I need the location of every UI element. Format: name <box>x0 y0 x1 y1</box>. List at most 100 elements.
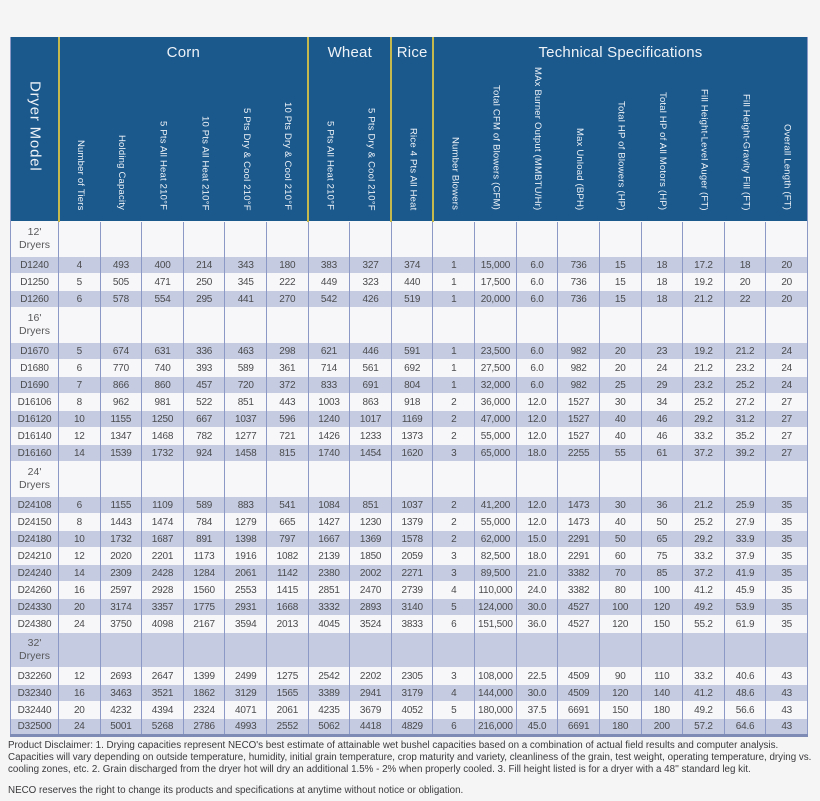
value-cell: 24 <box>765 342 808 360</box>
value-cell: 30.0 <box>515 598 558 616</box>
value-cell: 1169 <box>390 410 433 428</box>
value-cell: 35 <box>765 513 808 531</box>
value-cell: 55.2 <box>682 615 725 633</box>
value-cell: 2647 <box>141 667 184 685</box>
empty-cell <box>182 307 225 343</box>
value-cell: 33.2 <box>682 667 725 685</box>
empty-cell <box>557 221 600 257</box>
value-cell: 29.2 <box>682 410 725 428</box>
value-cell: 554 <box>141 290 184 308</box>
product-disclaimer: Product Disclaimer: 1. Drying capacities… <box>8 740 812 776</box>
empty-cell <box>307 632 350 668</box>
model-cell: D1260 <box>10 290 59 308</box>
value-cell: 12 <box>58 427 101 445</box>
value-cell: 20 <box>765 273 808 291</box>
value-cell: 53.9 <box>723 598 766 616</box>
value-cell: 6.0 <box>515 342 558 360</box>
value-cell: 3179 <box>390 684 433 702</box>
value-cell: 2255 <box>557 444 600 462</box>
value-cell: 6 <box>432 615 475 633</box>
empty-cell <box>224 221 267 257</box>
empty-cell <box>723 461 766 497</box>
value-cell: 1415 <box>266 581 309 599</box>
value-cell: 200 <box>640 718 683 736</box>
value-cell: 61 <box>640 444 683 462</box>
value-cell: 4 <box>58 256 101 274</box>
value-cell: 2693 <box>99 667 142 685</box>
value-cell: 27.9 <box>723 513 766 531</box>
empty-cell <box>598 221 642 257</box>
section-header-row: 32' Dryers <box>10 632 808 668</box>
column-header-label: Max Unload (BPH) <box>573 127 585 211</box>
value-cell: 17,500 <box>474 273 517 291</box>
value-cell: 90 <box>598 667 642 685</box>
value-cell: 2893 <box>349 598 392 616</box>
value-cell: 1017 <box>349 410 392 428</box>
value-cell: 140 <box>640 684 683 702</box>
value-cell: 20 <box>765 256 808 274</box>
value-cell: 1560 <box>182 581 225 599</box>
value-cell: 35 <box>765 547 808 565</box>
model-cell: D16140 <box>10 427 59 445</box>
value-cell: 35 <box>765 496 808 514</box>
column-header-label: Total HP of All Motors (HP) <box>657 92 669 211</box>
value-cell: 3382 <box>557 581 600 599</box>
value-cell: 12 <box>58 547 101 565</box>
table-row: D32500 24 5001 5268 2786 4993 2552 5062 4418 4829… <box>10 718 808 736</box>
value-cell: 56.6 <box>723 701 766 719</box>
value-cell: 621 <box>307 342 350 360</box>
value-cell: 2201 <box>141 547 184 565</box>
value-cell: 3 <box>432 547 475 565</box>
model-cell: D1240 <box>10 256 59 274</box>
value-cell: 80 <box>598 581 642 599</box>
table-row: D24108 6 1155 1109 589 883 541 1084 851 1037 2 41,2… <box>10 496 808 514</box>
value-cell: 4235 <box>307 701 350 719</box>
value-cell: 20,000 <box>474 290 517 308</box>
value-cell: 3594 <box>224 615 267 633</box>
value-cell: 720 <box>224 376 267 394</box>
value-cell: 361 <box>266 359 309 377</box>
value-cell: 522 <box>182 393 225 411</box>
table-header: Dryer Model Corn Wheat Rice Technical Speci… <box>10 37 808 222</box>
value-cell: 2739 <box>390 581 433 599</box>
value-cell: 4052 <box>390 701 433 719</box>
empty-cell <box>99 632 142 668</box>
value-cell: 35 <box>765 564 808 582</box>
value-cell: 150 <box>640 615 683 633</box>
value-cell: 2499 <box>224 667 267 685</box>
value-cell: 4 <box>432 684 475 702</box>
model-cell: D24330 <box>10 598 59 616</box>
value-cell: 75 <box>640 547 683 565</box>
table-row: D16160 14 1539 1732 924 1458 815 1740 1454 1620 3 6… <box>10 444 808 462</box>
value-cell: 24.0 <box>515 581 558 599</box>
value-cell: 1 <box>432 359 475 377</box>
value-cell: 120 <box>640 598 683 616</box>
value-cell: 49.2 <box>682 598 725 616</box>
value-cell: 1230 <box>349 513 392 531</box>
value-cell: 27 <box>765 410 808 428</box>
value-cell: 1233 <box>349 427 392 445</box>
value-cell: 1347 <box>99 427 142 445</box>
model-cell: D32340 <box>10 684 59 702</box>
value-cell: 41.9 <box>723 564 766 582</box>
value-cell: 40 <box>598 513 642 531</box>
column-header-label: 10 Pts All Heat 210°F <box>199 115 211 211</box>
column-header-label: 5 Pts All Heat 210°F <box>324 121 336 211</box>
value-cell: 100 <box>640 581 683 599</box>
value-cell: 2 <box>432 530 475 548</box>
value-cell: 918 <box>390 393 433 411</box>
value-cell: 2305 <box>390 667 433 685</box>
value-cell: 1369 <box>349 530 392 548</box>
value-cell: 665 <box>266 513 309 531</box>
value-cell: 1173 <box>182 547 225 565</box>
value-cell: 1277 <box>224 427 267 445</box>
empty-cell <box>640 461 683 497</box>
value-cell: 1109 <box>141 496 184 514</box>
empty-cell <box>598 307 642 343</box>
value-cell: 24 <box>640 359 683 377</box>
value-cell: 596 <box>266 410 309 428</box>
value-cell: 1473 <box>557 513 600 531</box>
empty-cell <box>474 221 517 257</box>
value-cell: 797 <box>266 530 309 548</box>
value-cell: 216,000 <box>474 718 517 736</box>
